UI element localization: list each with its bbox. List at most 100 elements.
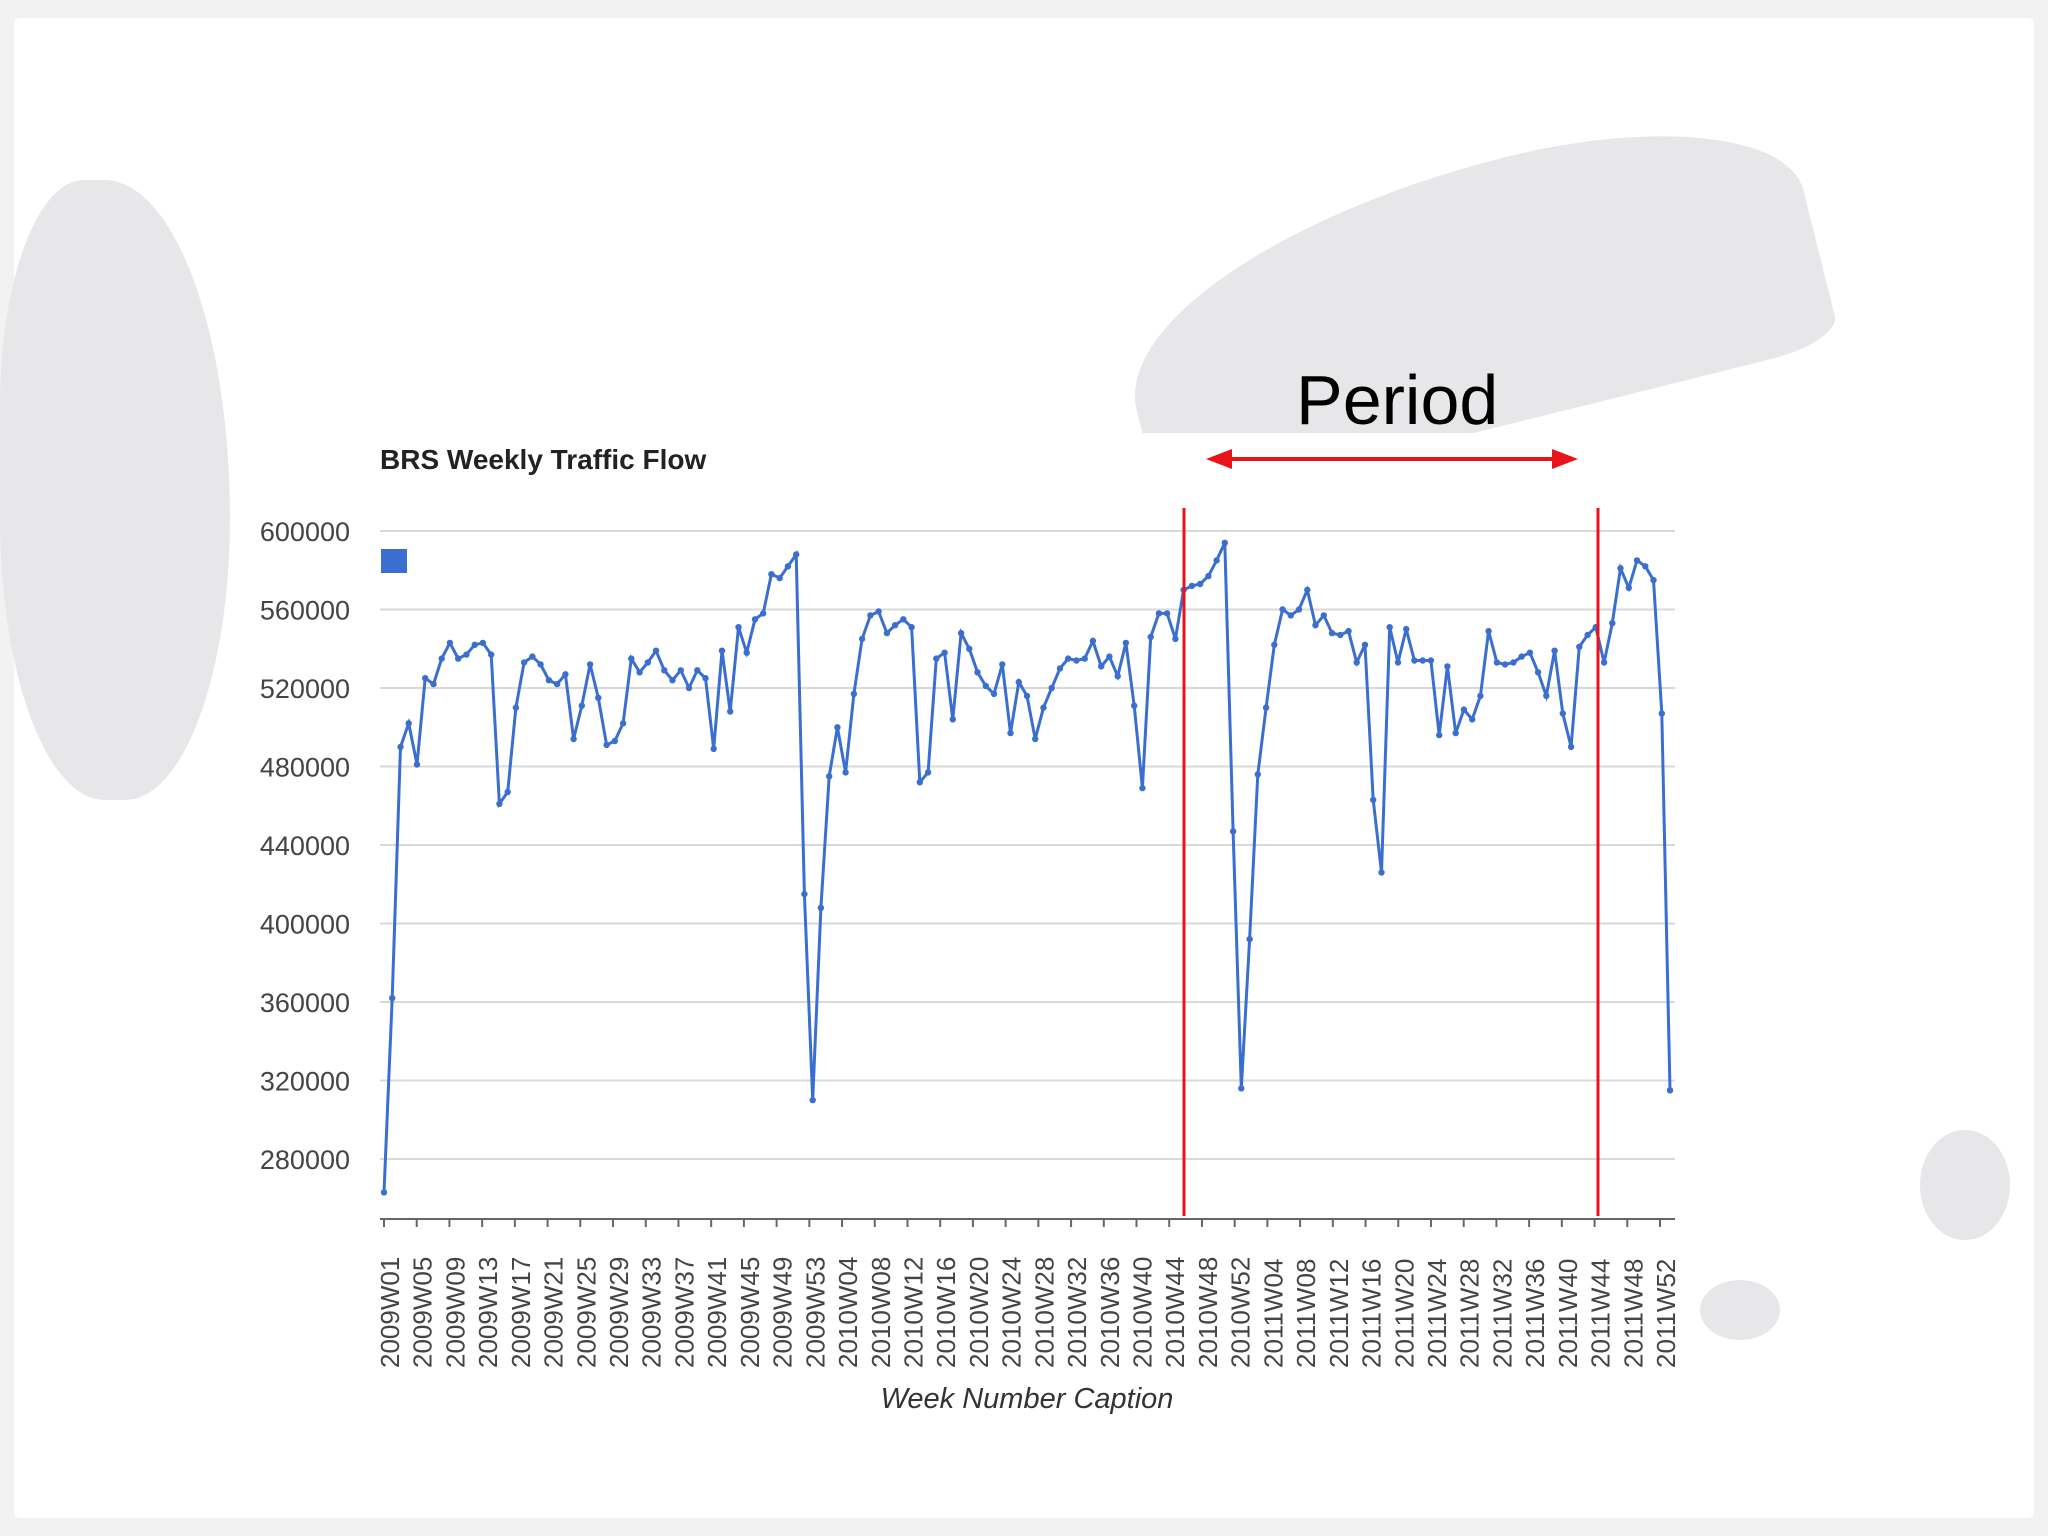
data-point <box>1411 657 1418 664</box>
data-point <box>949 716 956 723</box>
x-tick-label: 2011W44 <box>1586 1259 1616 1368</box>
x-tick-label: 2009W17 <box>506 1257 536 1368</box>
data-point <box>694 667 701 674</box>
data-point <box>999 661 1006 668</box>
data-point <box>1007 729 1014 737</box>
data-point <box>1625 584 1633 592</box>
data-point <box>1320 612 1328 619</box>
background-smudge <box>1920 1130 2010 1240</box>
data-point <box>1213 557 1220 564</box>
data-point <box>562 671 569 678</box>
y-tick-label: 360000 <box>260 988 350 1018</box>
data-point <box>1122 639 1130 647</box>
chart-title: BRS Weekly Traffic Flow <box>380 444 706 475</box>
data-point <box>1271 641 1278 648</box>
data-point <box>1023 692 1031 700</box>
chart: BRS Weekly Traffic Flow 280000 320000 3600… <box>260 444 1681 1415</box>
x-tick-label: 2009W21 <box>539 1257 569 1368</box>
y-axis-ticks: 280000 320000 360000 400000 440000 480000 5200… <box>260 517 350 1175</box>
data-point <box>1617 565 1624 572</box>
data-point <box>1609 620 1616 627</box>
data-point <box>1600 659 1608 666</box>
data-point <box>677 667 684 674</box>
data-point <box>1081 655 1088 662</box>
data-point <box>628 655 635 662</box>
data-point <box>1394 659 1402 666</box>
y-tick-label: 520000 <box>260 674 350 704</box>
data-point <box>1378 869 1385 876</box>
data-point <box>422 675 429 682</box>
data-point <box>768 571 775 578</box>
data-point <box>1032 735 1039 743</box>
x-tick-label: 2010W16 <box>931 1257 961 1368</box>
data-point <box>1386 624 1393 631</box>
data-point <box>1650 576 1657 584</box>
y-tick-label: 440000 <box>260 831 350 861</box>
data-point <box>751 616 759 623</box>
data-point <box>858 635 866 643</box>
data-point <box>1452 729 1459 737</box>
data-point <box>727 708 734 715</box>
x-tick-label: 2010W40 <box>1128 1257 1158 1368</box>
data-point <box>1246 936 1253 943</box>
data-point <box>603 741 610 749</box>
x-tick-label: 2011W32 <box>1487 1259 1517 1368</box>
data-point <box>496 800 503 807</box>
data-point <box>669 677 676 684</box>
data-point <box>1345 627 1352 635</box>
x-tick-label: 2009W33 <box>637 1257 667 1368</box>
data-point <box>1056 665 1064 672</box>
data-point <box>1485 627 1492 635</box>
data-point <box>933 655 940 662</box>
data-point <box>850 690 858 698</box>
data-point <box>586 661 594 668</box>
data-point <box>438 655 445 662</box>
data-point <box>1534 669 1542 676</box>
data-point <box>512 704 520 711</box>
data-point <box>1262 704 1270 711</box>
x-tick-label: 2011W12 <box>1324 1259 1354 1368</box>
x-tick-label: 2011W36 <box>1520 1259 1550 1368</box>
data-point <box>891 622 899 629</box>
data-point <box>1666 1087 1674 1094</box>
x-tick-label: 2010W20 <box>964 1257 994 1368</box>
data-point <box>1098 663 1105 670</box>
x-axis-label: Week Number Caption <box>881 1383 1174 1415</box>
x-tick-label: 2010W08 <box>866 1257 896 1368</box>
data-point <box>1229 828 1237 835</box>
data-point <box>1584 631 1591 639</box>
data-point <box>413 761 421 768</box>
data-point <box>1172 635 1179 643</box>
data-point <box>397 743 404 751</box>
x-tick-label: 2010W04 <box>833 1257 863 1368</box>
data-point <box>685 684 693 692</box>
data-point <box>553 680 561 688</box>
data-point <box>801 890 808 898</box>
data-point <box>1295 606 1303 613</box>
data-point <box>718 647 726 654</box>
data-point <box>990 690 998 698</box>
period-arrow-left-head <box>1206 449 1232 469</box>
data-point <box>1015 678 1022 686</box>
data-point <box>710 745 717 752</box>
data-point <box>1147 633 1154 641</box>
data-point <box>430 680 437 688</box>
x-tick-label: 2009W45 <box>735 1257 765 1368</box>
data-point <box>1370 796 1377 804</box>
data-point <box>1642 563 1649 570</box>
data-point <box>1040 704 1047 711</box>
data-point <box>924 769 932 776</box>
data-point <box>826 773 833 780</box>
data-point <box>957 629 965 637</box>
y-tick-label: 600000 <box>260 517 350 547</box>
data-point <box>619 720 627 727</box>
data-point <box>1460 706 1468 713</box>
x-tick-label: 2009W25 <box>571 1257 601 1368</box>
data-point <box>1419 657 1426 664</box>
data-point <box>1567 743 1575 751</box>
series-line <box>382 542 1672 1193</box>
data-point <box>834 724 841 731</box>
data-point <box>661 667 668 674</box>
x-tick-label: 2009W53 <box>800 1257 830 1368</box>
data-point <box>842 769 849 776</box>
